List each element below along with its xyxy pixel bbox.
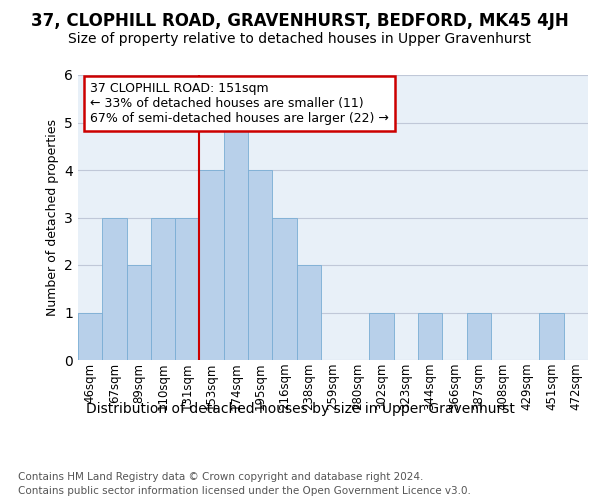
Bar xyxy=(248,170,272,360)
Text: Size of property relative to detached houses in Upper Gravenhurst: Size of property relative to detached ho… xyxy=(68,32,532,46)
Bar xyxy=(199,170,224,360)
Bar xyxy=(151,218,175,360)
Text: Distribution of detached houses by size in Upper Gravenhurst: Distribution of detached houses by size … xyxy=(86,402,514,416)
Y-axis label: Number of detached properties: Number of detached properties xyxy=(46,119,59,316)
Text: 37, CLOPHILL ROAD, GRAVENHURST, BEDFORD, MK45 4JH: 37, CLOPHILL ROAD, GRAVENHURST, BEDFORD,… xyxy=(31,12,569,30)
Text: Contains HM Land Registry data © Crown copyright and database right 2024.: Contains HM Land Registry data © Crown c… xyxy=(18,472,424,482)
Bar xyxy=(539,312,564,360)
Text: 37 CLOPHILL ROAD: 151sqm
← 33% of detached houses are smaller (11)
67% of semi-d: 37 CLOPHILL ROAD: 151sqm ← 33% of detach… xyxy=(90,82,389,125)
Bar xyxy=(175,218,199,360)
Bar xyxy=(467,312,491,360)
Bar xyxy=(418,312,442,360)
Bar xyxy=(370,312,394,360)
Bar xyxy=(78,312,102,360)
Bar xyxy=(127,265,151,360)
Bar xyxy=(296,265,321,360)
Text: Contains public sector information licensed under the Open Government Licence v3: Contains public sector information licen… xyxy=(18,486,471,496)
Bar xyxy=(272,218,296,360)
Bar xyxy=(224,122,248,360)
Bar xyxy=(102,218,127,360)
